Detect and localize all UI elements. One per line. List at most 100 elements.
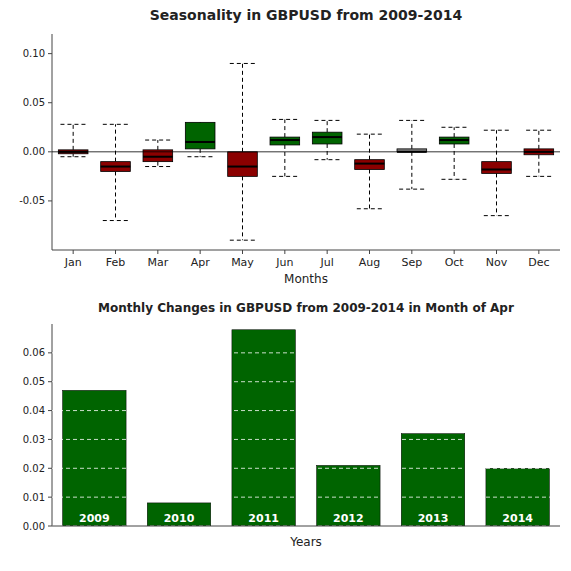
- y-tick: [48, 102, 52, 103]
- whisker-high: [369, 134, 370, 160]
- y-tick-label: 0.01: [23, 492, 45, 503]
- box: [101, 162, 131, 172]
- whisker-cap-high: [441, 127, 466, 128]
- grid-line: [52, 352, 560, 353]
- median: [143, 156, 173, 158]
- x-tick-label: Oct: [445, 256, 465, 269]
- x-tick: [538, 250, 539, 254]
- whisker-low: [538, 155, 539, 177]
- chart-box: Seasonality in GBPUSD from 2009-2014JanF…: [19, 7, 560, 286]
- x-tick: [242, 250, 243, 254]
- x-tick-label: Jul: [320, 256, 334, 269]
- bar: [401, 434, 465, 526]
- whisker-cap-high: [314, 120, 339, 121]
- whisker-cap-high: [484, 130, 509, 131]
- x-tick-label: Jan: [64, 256, 82, 269]
- y-tick: [48, 526, 52, 527]
- whisker-cap-low: [145, 166, 170, 167]
- y-tick: [48, 200, 52, 201]
- y-tick-label: 0.10: [23, 48, 45, 59]
- whisker-low: [284, 145, 285, 176]
- whisker-cap-low: [272, 176, 297, 177]
- x-tick-label: May: [231, 256, 254, 269]
- box: [270, 137, 300, 145]
- bar: [147, 503, 211, 526]
- y-tick-label: 0.06: [23, 347, 45, 358]
- whisker-cap-high: [145, 140, 170, 141]
- whisker-cap-low: [103, 220, 128, 221]
- box: [185, 122, 215, 149]
- category-label: 2013: [418, 512, 449, 525]
- whisker-cap-low: [230, 240, 255, 241]
- x-tick: [327, 250, 328, 254]
- whisker-low: [496, 173, 497, 215]
- chart-bar: Monthly Changes in GBPUSD from 2009-2014…: [23, 301, 560, 549]
- whisker-high: [73, 124, 74, 150]
- grid-line: [52, 468, 560, 469]
- marks: [52, 63, 560, 240]
- whisker-high: [327, 120, 328, 132]
- category-label: 2010: [164, 512, 195, 525]
- category-label: 2009: [79, 512, 110, 525]
- whisker-cap-low: [314, 159, 339, 160]
- whisker-cap-low: [399, 189, 424, 190]
- x-axis-label: Years: [289, 535, 322, 549]
- chart-root: Seasonality in GBPUSD from 2009-2014JanF…: [0, 0, 571, 571]
- median: [185, 141, 215, 143]
- whisker-high: [115, 124, 116, 161]
- x-tick-label: Mar: [147, 256, 168, 269]
- y-tick-label: -0.05: [19, 195, 45, 206]
- x-tick-label: Apr: [191, 256, 211, 269]
- zero-line: [52, 151, 560, 152]
- x-tick-label: Nov: [486, 256, 508, 269]
- x-tick-label: Jun: [275, 256, 293, 269]
- y-tick: [48, 381, 52, 382]
- whisker-low: [157, 162, 158, 167]
- median: [270, 139, 300, 141]
- box: [228, 152, 258, 177]
- y-tick-label: 0.02: [23, 463, 45, 474]
- bar-labels: 200920102011201220132014: [79, 512, 533, 525]
- y-tick: [48, 410, 52, 411]
- whisker-high: [284, 119, 285, 137]
- y-tick-label: 0.04: [23, 405, 45, 416]
- whisker-high: [538, 130, 539, 149]
- box: [397, 149, 427, 152]
- x-tick: [157, 250, 158, 254]
- x-tick-label: Sep: [401, 256, 422, 269]
- box: [312, 132, 342, 144]
- median: [482, 168, 512, 170]
- y-tick: [48, 468, 52, 469]
- y-tick-label: 0.05: [23, 97, 45, 108]
- whisker-low: [411, 152, 412, 189]
- x-tick-label: Feb: [106, 256, 125, 269]
- whisker-cap-high: [357, 134, 382, 135]
- y-tick: [48, 497, 52, 498]
- whisker-low: [369, 169, 370, 208]
- category-label: 2012: [333, 512, 364, 525]
- grid-line: [52, 410, 560, 411]
- x-tick-label: Aug: [359, 256, 380, 269]
- x-tick: [411, 250, 412, 254]
- whisker-cap-high: [272, 119, 297, 120]
- whisker-cap-high: [60, 124, 85, 125]
- x-axis-label: Months: [284, 272, 328, 286]
- median: [355, 163, 385, 165]
- box: [355, 160, 385, 170]
- y-tick-label: 0.00: [23, 146, 45, 157]
- x-tick: [200, 250, 201, 254]
- whisker-cap-low: [357, 208, 382, 209]
- whisker-cap-high: [103, 124, 128, 125]
- whisker-cap-high: [230, 63, 255, 64]
- y-tick: [48, 352, 52, 353]
- y-tick-label: 0.00: [23, 521, 45, 532]
- box: [439, 137, 469, 144]
- whisker-low: [115, 171, 116, 220]
- y-tick-label: 0.05: [23, 376, 45, 387]
- grid-line: [52, 526, 560, 527]
- x-tick: [496, 250, 497, 254]
- whisker-high: [454, 127, 455, 137]
- x-tick: [284, 250, 285, 254]
- x-tick: [73, 250, 74, 254]
- grid-line: [52, 381, 560, 382]
